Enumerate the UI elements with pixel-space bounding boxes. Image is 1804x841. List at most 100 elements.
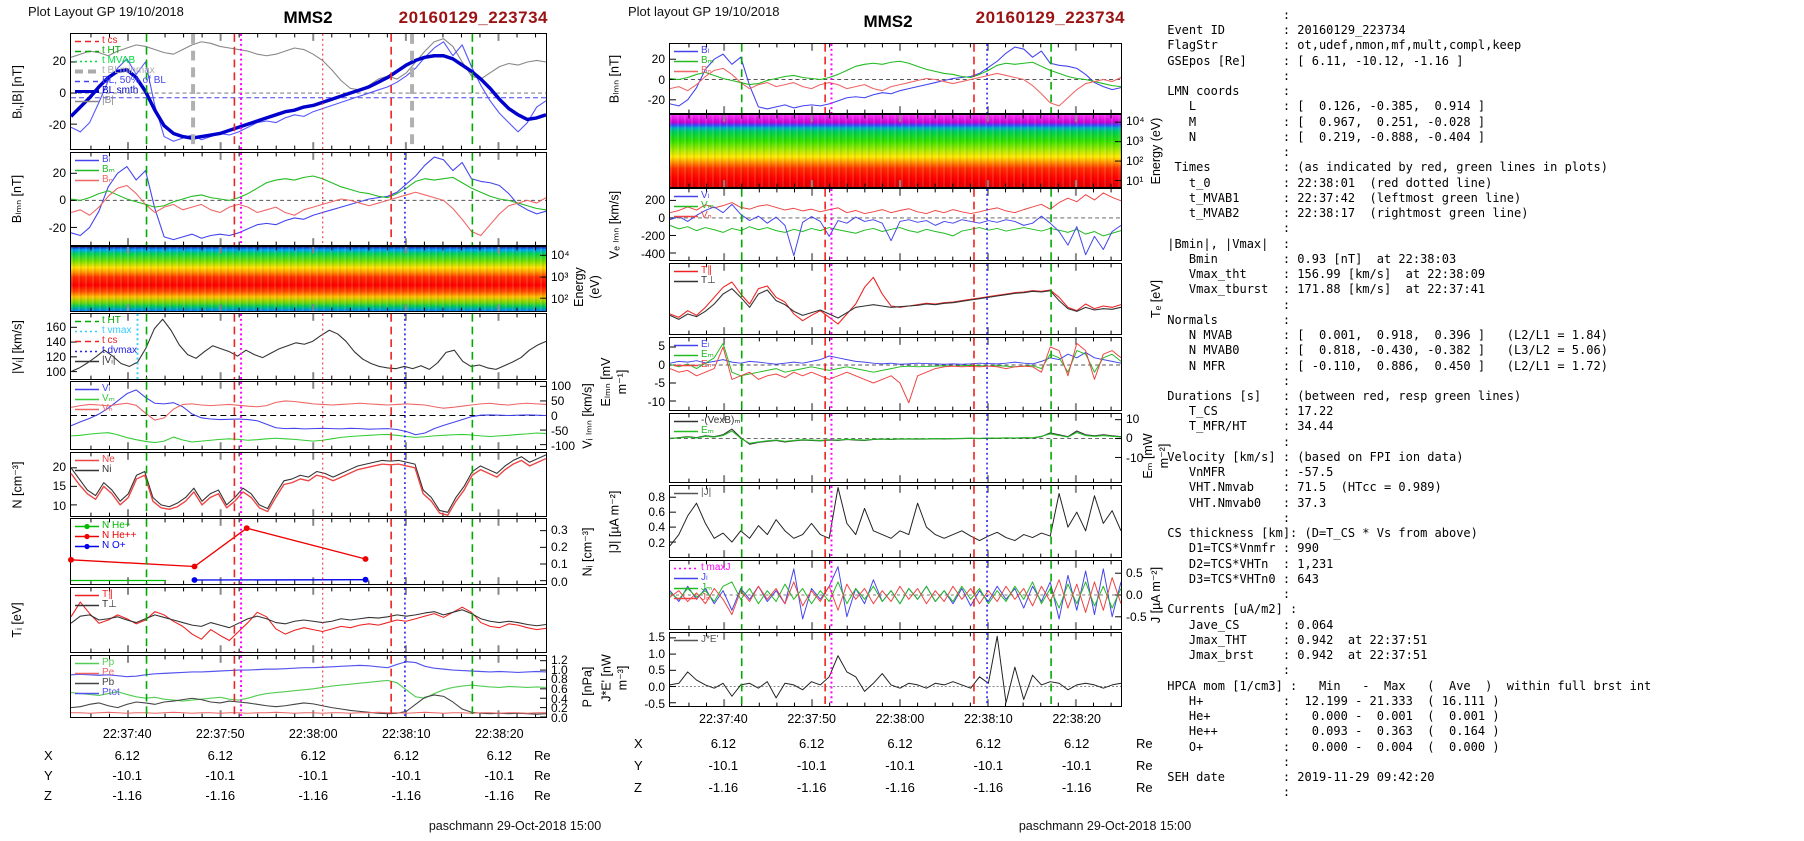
pos-value: -1.16 bbox=[973, 780, 1004, 795]
pos-value: 6.12 bbox=[887, 736, 913, 751]
y-axis-label: Bₗₘₙ [nT] bbox=[607, 54, 621, 103]
legend-item: t cs bbox=[75, 36, 166, 46]
legend-label: T⊥ bbox=[102, 599, 117, 610]
report-line: T_MFR/HT : 34.44 bbox=[1160, 419, 1334, 434]
pos-value: -10.1 bbox=[973, 758, 1004, 773]
report-line: : bbox=[1160, 145, 1291, 160]
report-line: : bbox=[1160, 434, 1291, 449]
legend-label: |J| bbox=[701, 487, 712, 498]
legend-item: J*E' bbox=[674, 635, 718, 645]
legend-label: Bₗ bbox=[102, 154, 111, 165]
plot-panel-pressure bbox=[70, 655, 547, 718]
middle-event-id: 20160129_223734 bbox=[975, 8, 1125, 27]
pos-value: -10.1 bbox=[885, 758, 915, 773]
report-line: Durations [s] : (between red, resp green… bbox=[1160, 389, 1522, 403]
plot-panel-j-mag bbox=[669, 485, 1122, 558]
y-tick-label: 0.2 bbox=[551, 701, 568, 716]
report-line: He++ : 0.093 - 0.363 ( 0.164 ) bbox=[1160, 724, 1500, 739]
legend-label: Pe bbox=[102, 667, 115, 678]
y-axis-label: Energy (eV) bbox=[572, 267, 602, 307]
legend-label: t dvmax bbox=[102, 345, 138, 356]
y-tick-label: 0 bbox=[551, 408, 558, 423]
pos-value: -1.16 bbox=[205, 788, 236, 803]
pos-value: -1.16 bbox=[885, 780, 915, 795]
legend-item: t vmax bbox=[75, 326, 137, 336]
y-tick-label: -20 bbox=[48, 117, 66, 132]
y-tick-label: -100 bbox=[551, 438, 576, 453]
legend-item: Bₙ bbox=[75, 175, 115, 185]
y-axis-label: |Vᵢ| [km/s] bbox=[10, 319, 24, 374]
y-tick-label: 0 bbox=[59, 193, 66, 208]
legend-label: Jₘ bbox=[701, 582, 713, 593]
legend-item: |Vᵢ| bbox=[75, 356, 137, 366]
legend-label: Ptot bbox=[102, 687, 120, 698]
report-line: D3=TCS*VHTn0 : 643 bbox=[1160, 571, 1319, 586]
report-line: Event ID : 20160129_223734 bbox=[1160, 23, 1406, 38]
legend-item: t HT bbox=[75, 46, 166, 56]
legend-label: Eₗ bbox=[701, 339, 710, 350]
legend-label: t BLminmax bbox=[102, 65, 155, 76]
y-tick-label: 0.8 bbox=[648, 489, 665, 504]
left-plot-title: MMS2 bbox=[283, 8, 333, 27]
time-tick-label: 22:37:50 bbox=[787, 712, 837, 726]
y-tick-label: 0 bbox=[658, 72, 665, 87]
legend-item: Ni bbox=[75, 465, 115, 475]
report-line: VHT.Nmvab0 : 37.3 bbox=[1160, 495, 1327, 510]
report-line: L : [ 0.126, -0.385, 0.914 ] bbox=[1160, 99, 1486, 114]
legend-item: Jₗ bbox=[674, 573, 730, 583]
legend-b-lmn: Bₗ Bₘ Bₙ bbox=[75, 155, 115, 185]
report-line: Bmin : 0.93 [nT] at 22:38:03 bbox=[1160, 251, 1457, 266]
legend-item: t BLminmax bbox=[75, 66, 166, 76]
pos-value: 6.12 bbox=[114, 748, 140, 763]
legend-item: N O+ bbox=[75, 541, 136, 551]
legend-item: Pp bbox=[75, 658, 120, 668]
y-tick-label: 0.0 bbox=[1126, 588, 1143, 602]
pos-value: -10.1 bbox=[391, 768, 422, 783]
legend-item: Pb bbox=[75, 678, 120, 688]
pos-row-label: Y bbox=[44, 768, 53, 783]
legend-item: t HT bbox=[75, 316, 137, 326]
legend-label: Vₘ bbox=[701, 200, 714, 211]
plot-panel-vi-mag bbox=[70, 313, 547, 380]
legend-minor-ion-density: N He+ N He++ N O+ bbox=[75, 521, 136, 551]
y-tick-label: -50 bbox=[551, 423, 569, 438]
middle-footer: paschmann 29-Oct-2018 15:00 bbox=[1018, 819, 1192, 833]
report-line: LMN coords : bbox=[1160, 84, 1291, 99]
y-tick-label: 15 bbox=[52, 479, 66, 494]
pos-row-label: X bbox=[44, 748, 53, 763]
time-tick-label: 22:37:50 bbox=[195, 727, 245, 741]
y-tick-label: 0.4 bbox=[551, 691, 568, 706]
legend-item: Bₙ bbox=[674, 66, 714, 76]
y-axis-label: Nᵢ [cm⁻³] bbox=[580, 527, 594, 576]
legend-item: T⊥ bbox=[674, 276, 716, 286]
time-tick-label: 22:37:40 bbox=[699, 712, 748, 726]
pos-row-label: Y bbox=[634, 758, 643, 773]
legend-item: t cs bbox=[75, 336, 137, 346]
pos-unit: Re bbox=[534, 748, 551, 763]
y-tick-label: 0 bbox=[658, 357, 665, 372]
y-tick-label: 1.5 bbox=[648, 630, 665, 644]
time-tick-label: 22:38:10 bbox=[381, 727, 431, 741]
report-line: He+ : 0.000 - 0.001 ( 0.001 ) bbox=[1160, 709, 1500, 724]
y-tick-label: -0.5 bbox=[1126, 610, 1147, 625]
legend-item: t dvmax bbox=[75, 346, 137, 356]
report-line: |Bmin|, |Vmax| : bbox=[1160, 236, 1291, 251]
legend-item: Vₗ bbox=[75, 384, 115, 394]
report-line: HPCA mom [1/cm3] : Min - Max ( Ave ) wit… bbox=[1160, 678, 1652, 693]
y-axis-label: Vₑ ₗₘₙ [km/s] bbox=[607, 190, 621, 259]
report-line: Times : (as indicated by red, green line… bbox=[1160, 160, 1608, 175]
legend-item: Eₘ bbox=[674, 426, 741, 436]
legend-label: Bₗ bbox=[701, 45, 710, 56]
legend-item: Eₙ bbox=[674, 360, 714, 370]
y-tick-label: 0.2 bbox=[648, 535, 665, 550]
report-line: : bbox=[1160, 785, 1291, 800]
plot-panel-density bbox=[70, 452, 547, 517]
legend-item: Eₗ bbox=[674, 340, 714, 350]
pos-value: 6.12 bbox=[486, 748, 512, 763]
pos-value: -10.1 bbox=[484, 768, 515, 783]
legend-j-dot-e: J*E' bbox=[674, 635, 718, 645]
legend-item: Vₘ bbox=[75, 394, 115, 404]
legend-label: Bₙ bbox=[701, 65, 712, 76]
report-line: : bbox=[1160, 373, 1291, 388]
y-tick-label: -5 bbox=[654, 376, 665, 391]
